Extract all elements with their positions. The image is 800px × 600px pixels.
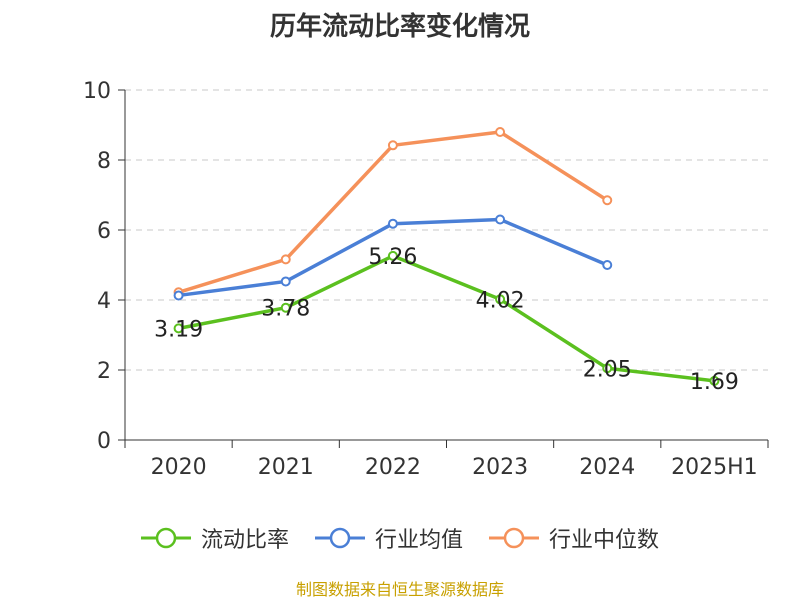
data-label: 5.26 [368,245,417,270]
y-tick-label: 6 [97,219,111,244]
y-tick-label: 4 [97,289,111,314]
source-note: 制图数据来自恒生聚源数据库 [295,580,504,599]
legend-item[interactable]: 流动比率 [140,522,289,554]
data-point [602,363,613,374]
data-point [495,294,506,305]
data-point [173,290,184,301]
data-point [602,260,613,270]
legend-item[interactable]: 行业中位数 [489,522,659,554]
data-point [280,302,291,313]
legend-marker-circle [329,527,351,549]
legend-item[interactable]: 行业均值 [314,522,463,554]
series-layer [173,127,720,386]
data-label: 1.69 [690,370,739,395]
x-tick-label: 2025H1 [671,455,758,480]
legend-marker-icon [489,527,539,549]
legend: 流动比率 行业均值 行业中位数 [0,518,800,558]
data-point [280,254,291,265]
chart-title: 历年流动比率变化情况 [269,12,530,42]
data-point [495,214,506,225]
y-tick-label: 0 [97,429,111,454]
data-label: 2.05 [583,357,632,382]
legend-marker-icon [314,527,365,549]
grid-layer [125,89,768,371]
axis-layer: 0 2 4 6 8 10 2020 2021 2022 2023 2024 2025H1 [83,79,769,480]
legend-marker-icon [140,527,191,549]
x-tick-label: 2022 [365,455,421,480]
data-point [709,375,720,386]
x-tick-label: 2024 [579,455,635,480]
data-point [280,276,291,287]
legend-marker-circle [155,527,177,549]
data-point [387,140,398,151]
x-tick-label: 2020 [151,455,207,480]
y-tick-label: 10 [83,79,111,104]
data-label: 3.19 [154,317,203,342]
data-label: 3.78 [261,297,310,322]
legend-marker-circle [503,527,525,549]
legend-label: 行业中位数 [549,528,660,553]
series-line [178,254,715,383]
legend-label: 行业均值 [374,528,463,553]
data-label: 4.02 [476,288,525,313]
data-point [173,323,184,334]
data-point [602,195,613,206]
data-point [495,127,506,137]
legend-label: 流动比率 [200,528,289,553]
y-tick-label: 8 [97,149,111,174]
x-tick-label: 2023 [472,455,528,480]
data-label-layer: 3.19 3.78 5.26 4.02 2.05 1.69 [154,245,739,395]
data-point [387,218,398,229]
x-tick-label: 2021 [258,455,314,480]
data-point [387,250,398,261]
y-tick-label: 2 [97,359,111,384]
